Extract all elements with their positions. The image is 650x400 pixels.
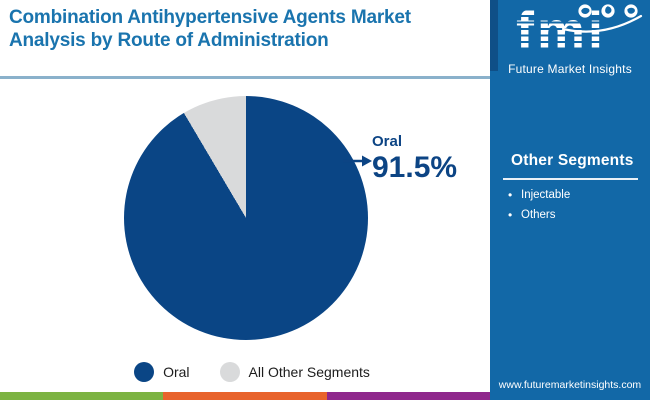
- pie-callout: Oral 91.5%: [372, 133, 458, 184]
- globe-icon: [578, 4, 592, 18]
- other-segments-panel: Other Segments Injectable Others: [490, 152, 650, 227]
- fmi-logo: fmi Future Market Insights: [490, 0, 650, 88]
- sidebar-accent-bar: [490, 0, 498, 71]
- footer-stripe-orange: [163, 392, 327, 400]
- globe-icon: [601, 4, 615, 18]
- header-divider: [0, 76, 490, 79]
- page-title: Combination Antihypertensive Agents Mark…: [9, 7, 411, 52]
- chart-area: Combination Antihypertensive Agents Mark…: [0, 7, 490, 400]
- list-item-injectable: Injectable: [508, 187, 650, 204]
- panel-heading: Other Segments: [511, 152, 634, 169]
- website-url: www.futuremarketinsights.com: [498, 379, 642, 391]
- legend-swatch-other: [219, 362, 240, 382]
- legend-item-other: All Other Segments: [219, 362, 370, 382]
- pie-chart: [124, 96, 368, 340]
- arrow-right-icon: [343, 155, 372, 167]
- brand-sidebar: fmi Future Market Insights: [490, 0, 650, 400]
- footer-stripe-green: [0, 392, 164, 400]
- segments-list: Injectable Others: [490, 187, 650, 224]
- orbit-swoosh-icon: [561, 14, 643, 33]
- footer-stripes: [0, 392, 490, 400]
- chart-legend: Oral All Other Segments: [0, 362, 490, 382]
- list-item-others: Others: [508, 207, 650, 224]
- legend-swatch-oral: [134, 362, 155, 382]
- globe-icon: [624, 4, 638, 18]
- legend-item-oral: Oral: [134, 362, 190, 382]
- legend-label-oral: Oral: [163, 364, 190, 380]
- panel-divider: [503, 178, 638, 180]
- callout-label: Oral: [372, 133, 403, 150]
- footer-stripe-purple: [326, 392, 490, 400]
- logo-tagline: Future Market Insights: [508, 62, 632, 76]
- callout-value: 91.5%: [372, 150, 458, 184]
- legend-label-other: All Other Segments: [248, 364, 370, 380]
- globe-icons: [578, 4, 638, 18]
